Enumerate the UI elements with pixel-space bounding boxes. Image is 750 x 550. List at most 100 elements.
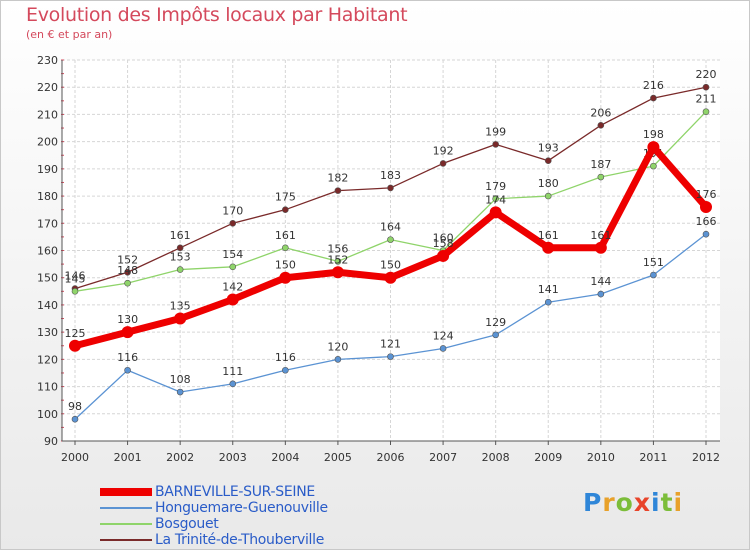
data-label: 125 bbox=[65, 327, 86, 340]
y-tick-label: 130 bbox=[37, 326, 58, 339]
data-label: 192 bbox=[433, 144, 454, 157]
data-point bbox=[174, 312, 187, 325]
chart-subtitle: (en € et par an) bbox=[26, 28, 113, 41]
legend-label: La Trinité-de-Thouberville bbox=[155, 532, 325, 548]
data-label: 111 bbox=[222, 365, 243, 378]
legend-label: Honguemare-Guenouville bbox=[155, 500, 328, 516]
data-label: 150 bbox=[275, 259, 296, 272]
y-tick-label: 140 bbox=[37, 299, 58, 312]
data-point bbox=[700, 200, 712, 213]
logo-letter: P bbox=[583, 488, 603, 517]
data-point bbox=[594, 241, 607, 254]
data-point bbox=[439, 345, 447, 352]
data-point bbox=[492, 195, 499, 203]
data-label: 174 bbox=[485, 193, 506, 206]
data-label: 145 bbox=[65, 272, 86, 285]
data-label: 161 bbox=[275, 229, 296, 242]
data-point bbox=[124, 279, 131, 287]
y-tick-label: 230 bbox=[37, 54, 58, 67]
x-tick-label: 2009 bbox=[534, 451, 562, 464]
data-point bbox=[229, 263, 237, 271]
data-label: 142 bbox=[222, 280, 243, 293]
data-label: 153 bbox=[170, 251, 191, 264]
data-label: 193 bbox=[538, 142, 559, 155]
data-label: 141 bbox=[538, 283, 559, 296]
data-point bbox=[544, 298, 552, 306]
data-label: 170 bbox=[222, 204, 243, 217]
data-label: 198 bbox=[643, 128, 664, 141]
data-point bbox=[597, 122, 605, 129]
y-tick-label: 190 bbox=[37, 163, 58, 176]
data-label: 175 bbox=[275, 191, 296, 204]
data-point bbox=[124, 366, 131, 374]
y-tick-label: 160 bbox=[37, 245, 58, 258]
data-point bbox=[650, 94, 657, 102]
x-tick-label: 2005 bbox=[324, 451, 352, 464]
data-label: 206 bbox=[590, 106, 611, 119]
y-tick-label: 200 bbox=[37, 136, 58, 149]
data-point bbox=[282, 244, 289, 252]
data-label: 220 bbox=[696, 68, 717, 81]
data-point bbox=[544, 192, 552, 200]
data-label: 179 bbox=[485, 180, 506, 193]
data-label: 166 bbox=[696, 215, 717, 228]
data-point bbox=[69, 339, 81, 352]
data-point bbox=[334, 356, 342, 363]
data-point bbox=[650, 162, 657, 170]
data-label: 129 bbox=[485, 316, 506, 329]
data-point bbox=[226, 293, 239, 306]
data-point bbox=[544, 157, 552, 164]
data-point bbox=[387, 353, 394, 360]
data-point bbox=[176, 266, 184, 273]
data-label: 150 bbox=[380, 259, 401, 272]
data-label: 199 bbox=[485, 125, 506, 138]
y-tick-label: 170 bbox=[37, 217, 58, 230]
data-point bbox=[489, 206, 502, 219]
x-tick-label: 2010 bbox=[587, 451, 615, 464]
y-tick-label: 180 bbox=[37, 190, 58, 203]
data-label: 176 bbox=[696, 188, 717, 201]
data-label: 161 bbox=[538, 229, 559, 242]
data-label: 124 bbox=[433, 329, 454, 342]
y-tick-label: 220 bbox=[37, 81, 58, 94]
x-tick-label: 2007 bbox=[429, 451, 457, 464]
data-point bbox=[229, 380, 237, 388]
data-point bbox=[597, 173, 605, 181]
data-label: 116 bbox=[275, 351, 296, 364]
y-tick-label: 120 bbox=[37, 353, 58, 366]
logo-letter: i bbox=[651, 488, 661, 517]
x-tick-label: 2002 bbox=[166, 451, 194, 464]
legend-swatch bbox=[100, 507, 152, 509]
data-label: 180 bbox=[538, 177, 559, 190]
data-point bbox=[650, 271, 657, 279]
legend-label: Bosgouet bbox=[155, 516, 219, 532]
data-label: 108 bbox=[170, 373, 191, 386]
y-tick-label: 90 bbox=[44, 435, 58, 448]
data-label: 152 bbox=[117, 253, 138, 266]
data-label: 216 bbox=[643, 79, 664, 92]
data-point bbox=[647, 141, 660, 154]
data-point bbox=[387, 236, 394, 243]
data-label: 130 bbox=[117, 313, 138, 326]
logo-letter: i bbox=[673, 488, 684, 517]
data-label: 146 bbox=[65, 270, 86, 283]
data-point bbox=[282, 206, 289, 213]
data-label: 161 bbox=[590, 229, 611, 242]
y-tick-label: 100 bbox=[37, 408, 58, 421]
data-label: 121 bbox=[380, 338, 401, 351]
data-label: 98 bbox=[68, 400, 82, 413]
data-point bbox=[229, 219, 237, 227]
data-point bbox=[384, 271, 397, 284]
data-point bbox=[542, 241, 555, 254]
data-label: 151 bbox=[643, 256, 664, 269]
data-point bbox=[702, 230, 710, 238]
data-label: 161 bbox=[170, 229, 191, 242]
data-point bbox=[387, 184, 394, 192]
data-label: 116 bbox=[117, 351, 138, 364]
x-tick-label: 2004 bbox=[271, 451, 299, 464]
data-label: 156 bbox=[327, 242, 348, 255]
data-label: 152 bbox=[327, 253, 348, 266]
data-point bbox=[334, 258, 342, 265]
data-label: 148 bbox=[117, 264, 138, 277]
